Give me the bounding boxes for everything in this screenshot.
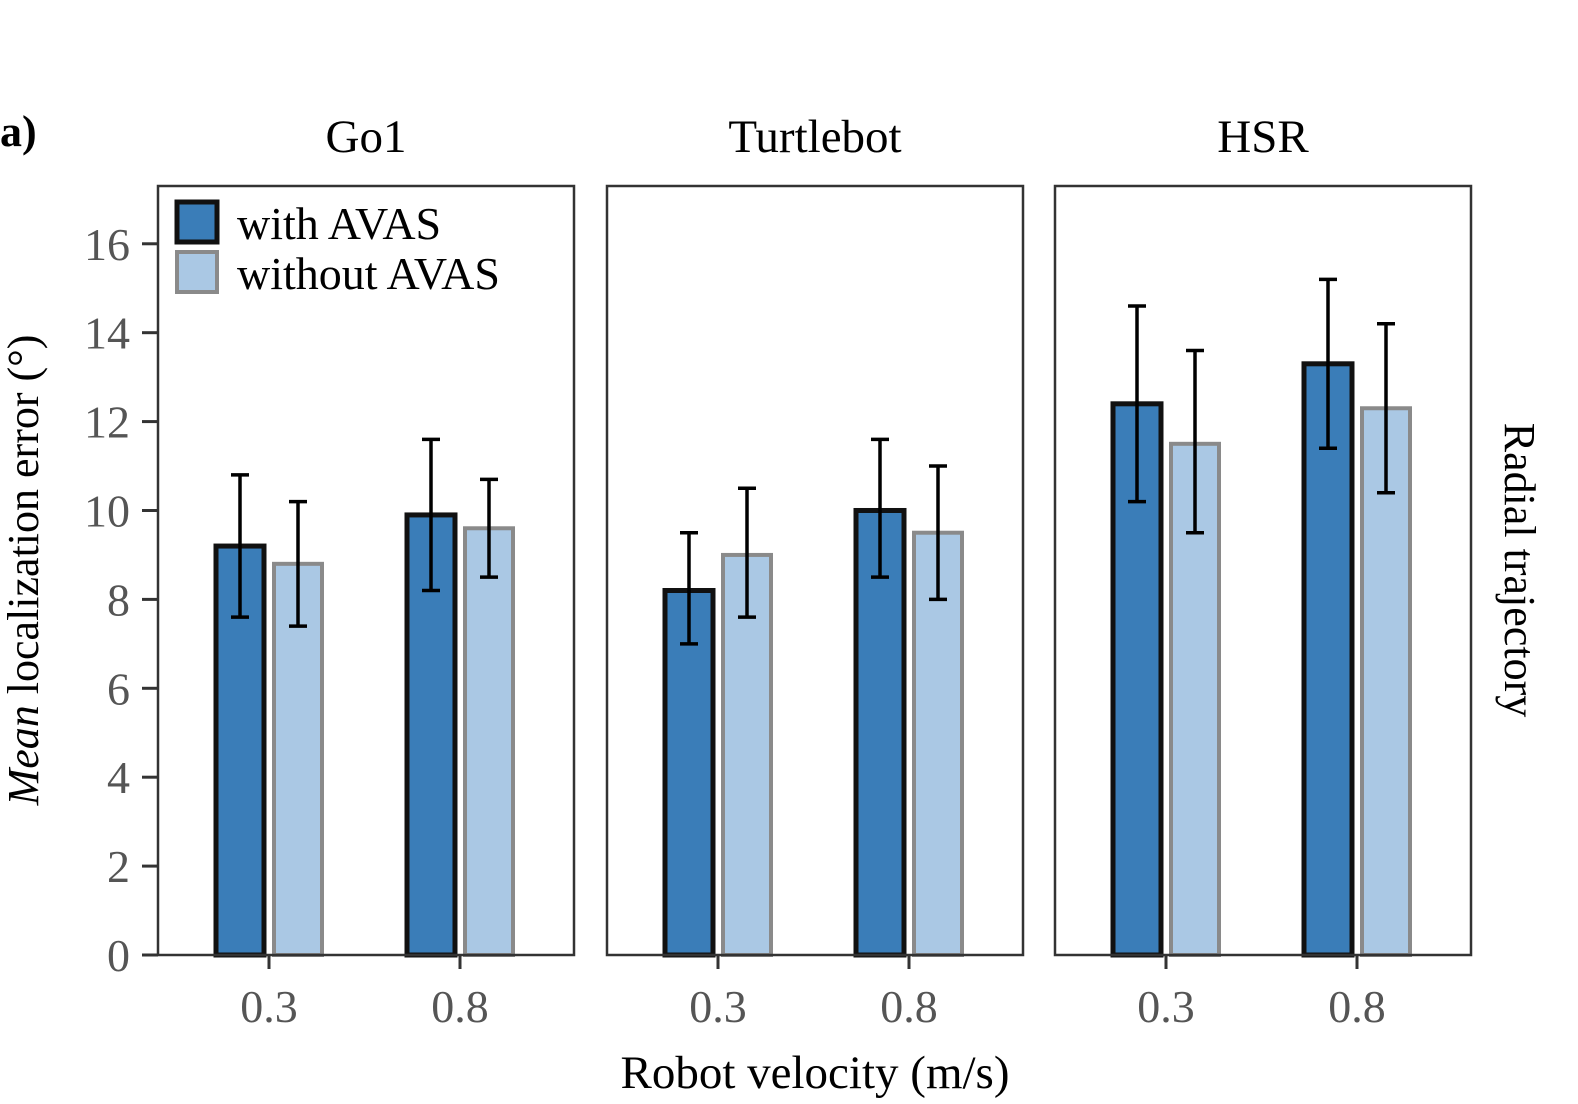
y-tick-label: 16 <box>84 219 130 270</box>
panel-frame <box>605 184 1025 957</box>
y-tick-label: 4 <box>107 752 130 803</box>
legend-label-with-avas: with AVAS <box>237 198 441 249</box>
panel-go1: Go1 0.3 0.8 <box>156 111 576 1032</box>
y-axis-label-italic: Mean <box>0 705 48 806</box>
side-facet-label: Radial trajectory <box>1495 423 1544 717</box>
x-tick-label: 0.8 <box>1328 981 1386 1032</box>
panel-hsr: HSR 0.3 0.8 <box>1053 111 1473 1032</box>
panel-turtlebot: Turtlebot 0.3 0.8 <box>605 111 1025 1032</box>
facet-title: Turtlebot <box>728 111 901 163</box>
x-axis-label: Robot velocity (m/s) <box>620 1047 1009 1099</box>
x-tick-label: 0.3 <box>689 981 747 1032</box>
y-tick-label: 0 <box>107 930 130 981</box>
legend-label-without-avas: without AVAS <box>237 248 500 299</box>
x-tick-label: 0.8 <box>880 981 938 1032</box>
y-tick-label: 8 <box>107 574 130 625</box>
y-tick-label: 2 <box>107 841 130 892</box>
panel-label: a) <box>0 107 37 156</box>
y-tick-label: 14 <box>84 308 130 359</box>
panels: Go1 0.3 0.8 Turtlebot 0.3 0.8 HSR 0.3 0.8 0 2 4 6 8 10… <box>84 111 1473 1032</box>
y-axis-label-rest: localization error (°) <box>0 335 48 706</box>
legend-swatch-without-avas <box>175 250 219 294</box>
y-axis-label: Mean localization error (°) <box>0 335 48 807</box>
legend-swatch-with-avas <box>174 199 220 245</box>
y-tick-label: 6 <box>107 663 130 714</box>
y-tick-label: 12 <box>84 397 130 448</box>
bar-without-avas <box>1360 406 1412 957</box>
facet-title: Go1 <box>326 111 407 163</box>
x-tick-label: 0.8 <box>431 981 489 1032</box>
x-tick-label: 0.3 <box>240 981 298 1032</box>
bar-without-avas <box>272 561 324 958</box>
bar-without-avas <box>463 526 515 957</box>
facet-title: HSR <box>1217 111 1309 163</box>
bar-without-avas <box>721 552 773 957</box>
y-tick-label: 10 <box>84 485 130 536</box>
panel-frame <box>156 184 576 957</box>
x-tick-label: 0.3 <box>1137 981 1195 1032</box>
panel-frame <box>1053 184 1473 957</box>
bar-with-avas <box>1301 361 1355 958</box>
